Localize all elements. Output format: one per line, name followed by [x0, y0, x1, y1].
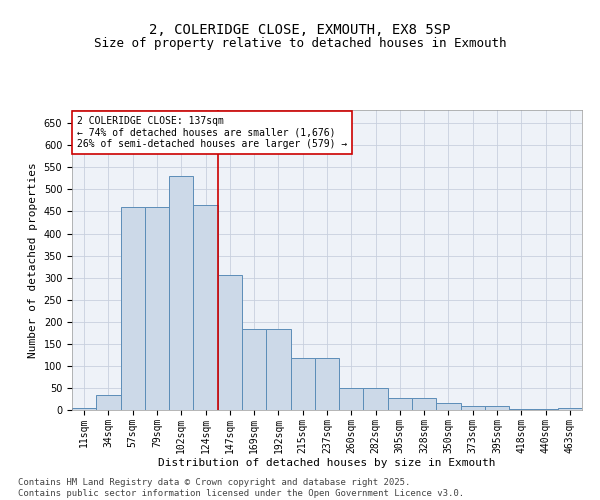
Bar	[145, 207, 169, 410]
Bar	[315, 358, 339, 410]
Y-axis label: Number of detached properties: Number of detached properties	[28, 162, 38, 358]
Bar	[266, 330, 290, 410]
Bar	[461, 406, 485, 410]
Bar	[339, 388, 364, 410]
Bar	[193, 205, 218, 410]
Bar	[290, 358, 315, 410]
Text: 2 COLERIDGE CLOSE: 137sqm
← 74% of detached houses are smaller (1,676)
26% of se: 2 COLERIDGE CLOSE: 137sqm ← 74% of detac…	[77, 116, 347, 149]
Bar	[169, 176, 193, 410]
X-axis label: Distribution of detached houses by size in Exmouth: Distribution of detached houses by size …	[158, 458, 496, 468]
Bar	[121, 207, 145, 410]
Text: Contains HM Land Registry data © Crown copyright and database right 2025.
Contai: Contains HM Land Registry data © Crown c…	[18, 478, 464, 498]
Bar	[218, 274, 242, 410]
Bar	[509, 408, 533, 410]
Bar	[436, 404, 461, 410]
Bar	[72, 408, 96, 410]
Text: Size of property relative to detached houses in Exmouth: Size of property relative to detached ho…	[94, 38, 506, 51]
Bar	[242, 330, 266, 410]
Bar	[558, 408, 582, 410]
Text: 2, COLERIDGE CLOSE, EXMOUTH, EX8 5SP: 2, COLERIDGE CLOSE, EXMOUTH, EX8 5SP	[149, 22, 451, 36]
Bar	[485, 406, 509, 410]
Bar	[364, 388, 388, 410]
Bar	[533, 408, 558, 410]
Bar	[96, 394, 121, 410]
Bar	[388, 398, 412, 410]
Bar	[412, 398, 436, 410]
